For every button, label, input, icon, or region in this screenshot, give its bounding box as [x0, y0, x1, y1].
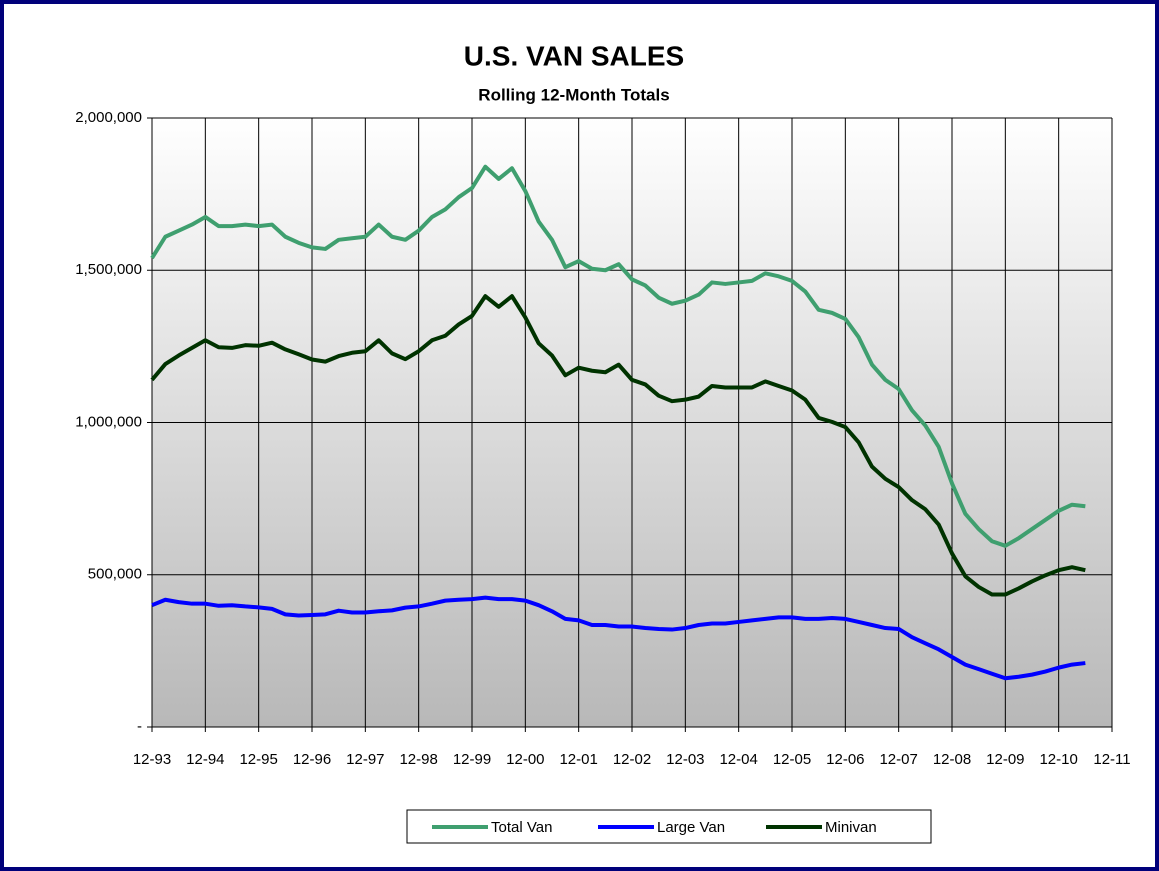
x-tick-label: 12-05: [773, 751, 811, 768]
legend-label: Total Van: [491, 819, 552, 836]
x-tick-label: 12-93: [133, 751, 171, 768]
x-tick-label: 12-94: [186, 751, 224, 768]
y-tick-label: 1,000,000: [75, 413, 142, 430]
x-tick-label: 12-97: [346, 751, 384, 768]
x-tick-label: 12-08: [933, 751, 971, 768]
series-line: [150, 294, 1086, 597]
x-tick-label: 12-06: [826, 751, 864, 768]
x-tick-label: 12-02: [613, 751, 651, 768]
y-tick-label: 500,000: [88, 566, 142, 583]
series-line: [150, 164, 1086, 548]
x-tick-label: 12-07: [879, 751, 917, 768]
x-tick-label: 12-10: [1039, 751, 1077, 768]
legend-label: Minivan: [825, 819, 877, 836]
x-tick-label: 12-98: [399, 751, 437, 768]
x-tick-label: 12-00: [506, 751, 544, 768]
x-tick-label: 12-96: [293, 751, 331, 768]
chart-title: U.S. VAN SALES: [464, 40, 684, 71]
x-tick-label: 12-01: [559, 751, 597, 768]
legend-label: Large Van: [657, 819, 725, 836]
y-tick-label: -: [137, 718, 142, 735]
x-tick-label: 12-09: [986, 751, 1024, 768]
y-tick-label: 1,500,000: [75, 261, 142, 278]
x-tick-label: 12-95: [239, 751, 277, 768]
x-tick-label: 12-11: [1093, 751, 1130, 768]
x-tick-label: 12-03: [666, 751, 704, 768]
x-tick-label: 12-04: [719, 751, 757, 768]
y-tick-label: 2,000,000: [75, 109, 142, 126]
series-line: [151, 595, 1086, 681]
legend-box: [406, 809, 932, 844]
x-tick-label: 12-99: [453, 751, 491, 768]
chart-subtitle: Rolling 12-Month Totals: [478, 85, 669, 104]
